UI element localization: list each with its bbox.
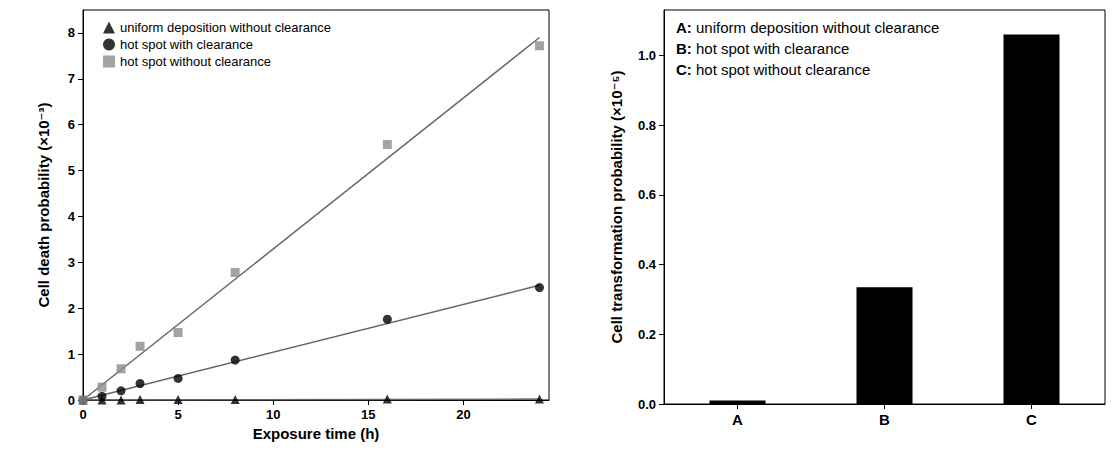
svg-text:0: 0 <box>68 393 75 408</box>
svg-text:2: 2 <box>68 301 75 316</box>
svg-text:A:: A: <box>676 19 692 36</box>
svg-text:hot spot without clearance: hot spot without clearance <box>120 54 271 69</box>
svg-text:8: 8 <box>68 25 75 40</box>
svg-text:hot spot with clearance: hot spot with clearance <box>120 37 253 52</box>
svg-text:7: 7 <box>68 71 75 86</box>
svg-text:Exposure time (h): Exposure time (h) <box>253 425 380 442</box>
svg-text:uniform deposition without cle: uniform deposition without clearance <box>692 19 940 36</box>
svg-text:6: 6 <box>68 117 75 132</box>
svg-text:0.4: 0.4 <box>638 257 657 272</box>
svg-text:Cell transformation probabilit: Cell transformation probability (×10⁻⁵) <box>608 71 625 344</box>
svg-text:B: B <box>879 411 890 428</box>
svg-text:0.8: 0.8 <box>638 118 656 133</box>
svg-text:0.0: 0.0 <box>638 397 656 412</box>
svg-text:20: 20 <box>456 407 470 422</box>
svg-text:15: 15 <box>361 407 375 422</box>
svg-text:hot spot with clearance: hot spot with clearance <box>692 40 850 57</box>
svg-text:A: A <box>732 411 743 428</box>
svg-text:3: 3 <box>68 255 75 270</box>
svg-text:hot spot without clearance: hot spot without clearance <box>692 61 870 78</box>
svg-text:0.6: 0.6 <box>638 187 656 202</box>
svg-text:5: 5 <box>68 163 75 178</box>
svg-text:C: C <box>1026 411 1037 428</box>
svg-text:0: 0 <box>79 407 86 422</box>
svg-text:5: 5 <box>174 407 181 422</box>
svg-text:0.2: 0.2 <box>638 327 656 342</box>
svg-text:C:: C: <box>676 61 692 78</box>
svg-text:10: 10 <box>266 407 280 422</box>
svg-text:1: 1 <box>68 347 75 362</box>
svg-text:1.0: 1.0 <box>638 48 656 63</box>
svg-text:4: 4 <box>68 209 76 224</box>
svg-text:Cell death probability (×10⁻³): Cell death probability (×10⁻³) <box>35 102 52 307</box>
svg-text:uniform deposition without cle: uniform deposition without clearance <box>120 20 331 35</box>
svg-text:B:: B: <box>676 40 692 57</box>
